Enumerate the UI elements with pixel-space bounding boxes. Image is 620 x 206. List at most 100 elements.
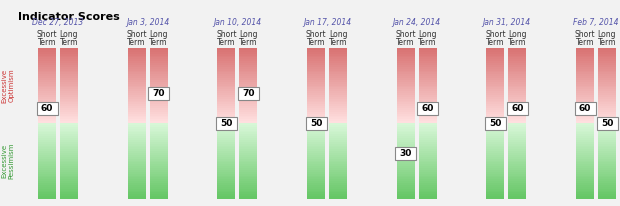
Bar	[508, 164, 526, 167]
Bar	[307, 65, 325, 67]
Bar	[149, 189, 167, 191]
Bar	[149, 59, 167, 62]
Bar	[576, 99, 594, 101]
Bar	[397, 142, 415, 144]
Bar	[60, 172, 78, 174]
Bar	[508, 110, 526, 112]
Bar	[598, 65, 616, 67]
Bar	[149, 87, 167, 90]
Bar	[576, 130, 594, 133]
Bar	[418, 164, 436, 167]
Bar	[128, 104, 146, 107]
Bar	[149, 181, 167, 184]
Bar	[576, 119, 594, 122]
Bar	[307, 50, 325, 52]
Bar	[38, 174, 56, 176]
Bar	[576, 61, 594, 63]
Bar	[508, 116, 526, 118]
Bar	[418, 172, 436, 174]
Bar	[418, 127, 436, 129]
Bar	[598, 85, 616, 88]
Bar	[60, 76, 78, 78]
Bar	[60, 168, 78, 170]
Bar	[128, 91, 146, 94]
Bar	[307, 160, 325, 163]
Bar	[397, 136, 415, 138]
Bar	[598, 99, 616, 101]
Text: Long: Long	[149, 30, 168, 39]
Bar	[598, 162, 616, 165]
Bar	[307, 97, 325, 99]
Bar	[397, 174, 415, 176]
Bar	[38, 110, 56, 112]
Bar	[307, 191, 325, 193]
Bar	[149, 55, 167, 58]
Bar	[598, 78, 616, 80]
Bar	[329, 181, 347, 184]
Bar	[218, 166, 236, 169]
Bar	[486, 97, 504, 99]
Bar	[397, 91, 415, 94]
Text: Term: Term	[60, 38, 78, 47]
Bar	[397, 191, 415, 193]
Bar	[329, 93, 347, 95]
Bar	[128, 48, 146, 50]
Bar	[418, 194, 436, 197]
Bar	[38, 93, 56, 95]
Bar	[218, 187, 236, 189]
Bar	[508, 104, 526, 107]
Bar	[239, 102, 257, 105]
Bar	[329, 67, 347, 69]
Bar	[60, 155, 78, 157]
Bar	[397, 76, 415, 78]
Bar	[239, 151, 257, 153]
Bar	[128, 134, 146, 137]
Bar	[218, 84, 236, 86]
Bar	[508, 153, 526, 155]
Bar	[486, 80, 504, 82]
Bar	[218, 72, 236, 75]
Bar	[60, 95, 78, 97]
Bar	[38, 117, 56, 120]
Bar	[508, 52, 526, 54]
Bar	[149, 50, 167, 52]
Bar	[397, 149, 415, 152]
Bar	[508, 99, 526, 101]
Bar	[598, 119, 616, 122]
Bar	[38, 196, 56, 199]
Bar	[239, 69, 257, 71]
Bar	[149, 159, 167, 161]
Bar	[218, 101, 236, 103]
Bar	[38, 181, 56, 184]
Bar	[307, 192, 325, 195]
Text: Jan 3, 2014: Jan 3, 2014	[126, 18, 169, 27]
Bar	[149, 95, 167, 97]
Bar	[239, 189, 257, 191]
Bar	[239, 176, 257, 178]
Bar	[128, 54, 146, 56]
Bar	[397, 106, 415, 109]
Bar	[329, 194, 347, 197]
Bar	[486, 85, 504, 88]
Bar	[128, 194, 146, 197]
Bar	[329, 170, 347, 172]
Bar	[397, 102, 415, 105]
Bar	[397, 130, 415, 133]
Bar	[418, 179, 436, 182]
Bar	[418, 99, 436, 101]
Bar	[307, 108, 325, 110]
Bar	[239, 153, 257, 155]
Bar	[149, 99, 167, 101]
Bar	[418, 76, 436, 78]
Bar	[239, 159, 257, 161]
Bar	[128, 121, 146, 124]
Bar	[60, 78, 78, 80]
Bar	[38, 123, 56, 125]
Bar	[239, 123, 257, 125]
Bar	[38, 179, 56, 182]
Bar	[508, 130, 526, 133]
Bar	[486, 147, 504, 150]
Bar	[38, 82, 56, 84]
Bar	[508, 108, 526, 110]
Bar	[149, 119, 167, 122]
